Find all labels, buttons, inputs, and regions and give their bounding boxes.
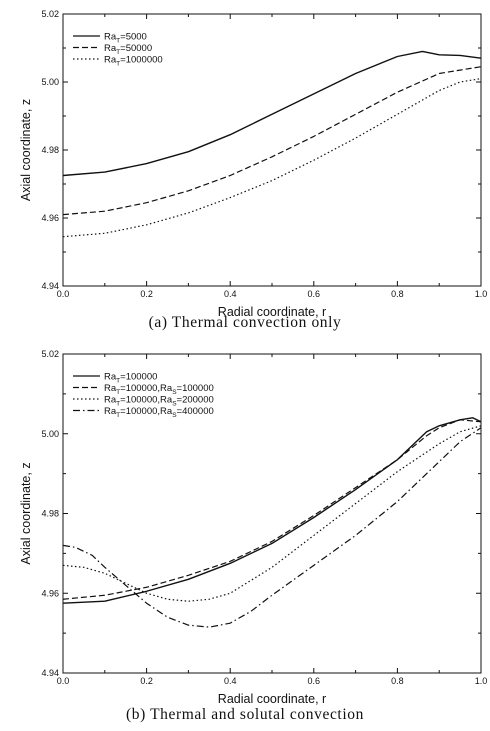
y-tick-label: 5.02 (41, 9, 59, 19)
y-tick-label: 4.94 (41, 668, 59, 678)
legend-entry-2: RaT=50000 (104, 43, 152, 56)
x-tick-label: 0.8 (391, 676, 404, 686)
legend-entry-1: RaT=5000 (104, 32, 147, 45)
x-axis-label: Radial coordinate, r (218, 305, 326, 319)
x-tick-label: 0.0 (57, 676, 70, 686)
series-line-2 (62, 66, 482, 216)
y-tick-label: 4.98 (41, 509, 59, 519)
series-line-3 (62, 78, 482, 238)
y-tick-label: 4.96 (41, 588, 59, 598)
series-line-1 (62, 50, 482, 177)
x-tick-label: 0.0 (57, 289, 70, 299)
x-tick-label: 1.0 (475, 289, 488, 299)
series-line-3 (62, 425, 482, 602)
x-tick-label: 0.4 (224, 289, 237, 299)
legend-entry-3: RaT=1000000 (104, 55, 163, 68)
legend-entry-4: RaT=100000,RaS=400000 (104, 406, 214, 419)
legend-entry-2: RaT=100000,RaS=100000 (104, 383, 214, 396)
x-tick-label: 0.2 (140, 289, 153, 299)
y-axis-label: Axial coordinate, z (19, 99, 33, 201)
series-line-2 (62, 419, 482, 600)
x-tick-label: 0.2 (140, 676, 153, 686)
legend-entry-1: RaT=100000 (104, 372, 157, 385)
y-tick-label: 4.98 (41, 145, 59, 155)
x-tick-label: 1.0 (475, 676, 488, 686)
caption-b: (b) Thermal and solutal convection (126, 706, 364, 723)
x-tick-label: 0.6 (308, 289, 321, 299)
series-line-1 (62, 417, 482, 604)
x-tick-label: 0.4 (224, 676, 237, 686)
y-tick-label: 4.94 (41, 281, 59, 291)
chart-thermal-and-solutal-convection: 0.0 0.2 0.4 0.6 0.8 1.0 4.94 4.96 4.98 5.00 5.02 Ra… (19, 349, 488, 706)
y-tick-label: 5.02 (41, 349, 59, 359)
y-axis-label: Axial coordinate, z (19, 462, 33, 564)
legend-entry-3: RaT=100000,RaS=200000 (104, 395, 214, 408)
x-tick-label: 0.8 (391, 289, 404, 299)
y-tick-label: 4.96 (41, 213, 59, 223)
chart-thermal-convection-only: 0.0 0.2 0.4 0.6 0.8 1.0 4.94 4.96 4.98 5.00 5.02 Ra… (19, 9, 488, 319)
caption-a: (a) Thermal convection only (148, 314, 342, 331)
x-tick-label: 0.6 (308, 676, 321, 686)
y-tick-label: 5.00 (41, 77, 59, 87)
y-tick-label: 5.00 (41, 429, 59, 439)
x-axis-label: Radial coordinate, r (218, 692, 326, 706)
series-line-4 (62, 427, 482, 628)
